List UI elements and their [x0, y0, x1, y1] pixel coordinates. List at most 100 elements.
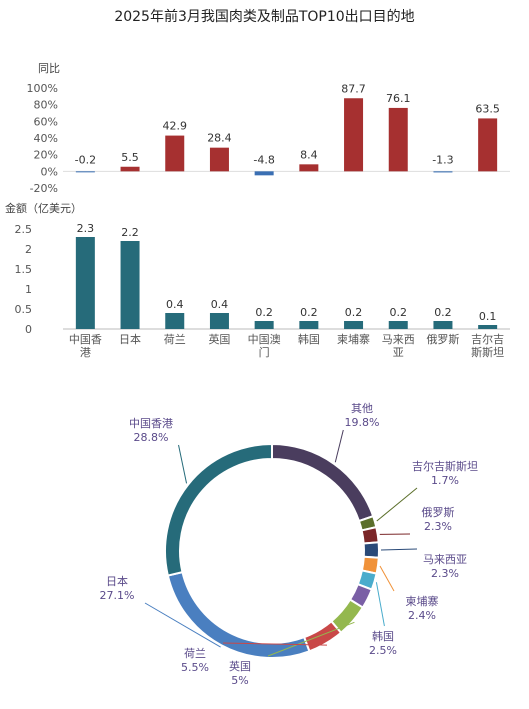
- amount-bar: [433, 321, 453, 329]
- yoy-tick-label: 20%: [34, 149, 58, 162]
- amount-data-label: 0.2: [300, 306, 318, 319]
- donut-leader-line: [376, 487, 418, 522]
- donut-leader-line: [375, 582, 385, 627]
- yoy-data-label: 42.9: [163, 120, 188, 133]
- donut-slice-label: 日本: [106, 574, 128, 588]
- donut-slice: [166, 570, 311, 659]
- yoy-bar: [478, 118, 498, 172]
- yoy-tick-label: 0%: [41, 165, 58, 178]
- yoy-chart: 同比 -20% 0% 20% 40% 60% 80% 100% -0.2 5.5 42.9 28.4 -…: [27, 62, 510, 195]
- yoy-data-label: 8.4: [300, 148, 318, 161]
- donut-slice-label: 吉尔吉斯斯坦: [412, 459, 478, 473]
- category-label: 马来西: [382, 333, 415, 346]
- amount-bar: [75, 237, 95, 329]
- donut-slice: [362, 541, 380, 559]
- donut-slice-value: 28.8%: [134, 431, 169, 444]
- yoy-tick-label: -20%: [30, 182, 58, 195]
- category-label: 亚: [393, 346, 404, 359]
- donut-slice: [164, 442, 273, 577]
- amount-tick-label: 2: [25, 243, 32, 256]
- yoy-tick-label: 80%: [34, 99, 58, 112]
- amount-data-label: 2.3: [77, 222, 95, 235]
- donut-slice-label: 韩国: [372, 629, 394, 643]
- donut-slice-value: 1.7%: [431, 474, 459, 487]
- donut-leader-line: [267, 621, 355, 657]
- donut-leader-line: [144, 602, 221, 648]
- donut-slice-label: 荷兰: [184, 647, 206, 660]
- category-label: 荷兰: [164, 333, 186, 346]
- amount-data-label: 0.2: [345, 306, 363, 319]
- donut-slice-label: 俄罗斯: [422, 506, 455, 519]
- category-label: 港: [80, 346, 91, 359]
- donut-slice-value: 2.3%: [431, 567, 459, 580]
- yoy-bar: [388, 107, 408, 172]
- yoy-bar: [344, 98, 364, 172]
- donut-slice-label: 其他: [351, 402, 373, 415]
- category-label: 英国: [208, 332, 230, 346]
- amount-tick-label: 2.5: [15, 223, 33, 236]
- category-label: 韩国: [298, 332, 320, 346]
- donut-leader-line: [380, 548, 418, 551]
- category-label: 吉尔吉: [471, 333, 504, 346]
- donut-slice-value: 2.4%: [408, 609, 436, 622]
- yoy-bar: [254, 171, 274, 176]
- donut-leader-line: [334, 429, 344, 463]
- amount-bar: [209, 313, 229, 329]
- yoy-data-label: 5.5: [121, 151, 139, 164]
- amount-bar: [344, 321, 364, 329]
- yoy-data-label: 63.5: [475, 102, 500, 115]
- donut-slice-value: 19.8%: [345, 416, 380, 429]
- amount-bar: [299, 321, 319, 329]
- yoy-bar: [120, 166, 140, 172]
- category-label: 门: [259, 345, 270, 359]
- donut-slice-value: 5%: [231, 674, 248, 687]
- donut-slice-value: 27.1%: [100, 589, 135, 602]
- donut-slice-label: 英国: [229, 659, 251, 673]
- amount-data-label: 0.4: [166, 298, 184, 311]
- amount-data-label: 0.2: [390, 306, 408, 319]
- amount-bar: [254, 321, 274, 329]
- category-label: 中国澳: [248, 333, 281, 346]
- donut-slice-label: 马来西亚: [423, 553, 467, 566]
- amount-tick-label: 0.5: [15, 303, 33, 316]
- yoy-data-label: -1.3: [432, 153, 453, 166]
- category-label: 日本: [119, 332, 141, 346]
- category-label: 中国香: [69, 333, 102, 346]
- amount-bar: [388, 321, 408, 329]
- amount-bar: [165, 313, 185, 329]
- amount-data-label: 0.2: [255, 306, 273, 319]
- amount-chart: 金额（亿美元） 0 0.5 1 1.5 2 2.5 2.3 中国香港 2.2 日本 0.4 荷兰 0.4 英…: [5, 201, 510, 359]
- amount-tick-label: 0: [25, 323, 32, 336]
- yoy-data-label: 28.4: [207, 132, 232, 145]
- donut-slice-value: 5.5%: [181, 661, 209, 674]
- amount-data-label: 2.2: [121, 226, 139, 239]
- yoy-axis-title: 同比: [38, 62, 60, 75]
- donut-leader-line: [222, 642, 328, 646]
- donut-slice-label: 柬埔寨: [406, 594, 439, 608]
- category-label: 俄罗斯: [426, 333, 459, 346]
- donut-slice: [360, 525, 380, 545]
- share-donut-chart: 其他19.8%吉尔吉斯斯坦1.7%俄罗斯2.3%马来西亚2.3%柬埔寨2.4%韩…: [100, 402, 478, 687]
- donut-slice-value: 2.5%: [369, 644, 397, 657]
- yoy-tick-label: 60%: [34, 115, 58, 128]
- yoy-bar: [209, 147, 229, 172]
- yoy-tick-label: 100%: [27, 82, 58, 95]
- amount-data-label: 0.2: [434, 306, 452, 319]
- amount-bar: [120, 241, 140, 329]
- yoy-bar: [75, 171, 95, 173]
- yoy-data-label: 76.1: [386, 92, 411, 105]
- yoy-data-label: -4.8: [253, 153, 274, 166]
- amount-bar: [478, 325, 498, 329]
- chart-title: 2025年前3月我国肉类及制品TOP10出口目的地: [114, 9, 415, 25]
- yoy-tick-label: 40%: [34, 132, 58, 145]
- amount-data-label: 0.4: [211, 298, 229, 311]
- yoy-data-label: -0.2: [75, 153, 96, 166]
- category-label: 柬埔寨: [337, 332, 370, 346]
- amount-tick-label: 1.5: [15, 263, 33, 276]
- amount-axis-title: 金额（亿美元）: [5, 201, 82, 215]
- amount-data-label: 0.1: [479, 310, 497, 323]
- yoy-bar: [433, 171, 453, 173]
- donut-leader-line: [178, 444, 188, 484]
- donut-slice: [271, 442, 375, 523]
